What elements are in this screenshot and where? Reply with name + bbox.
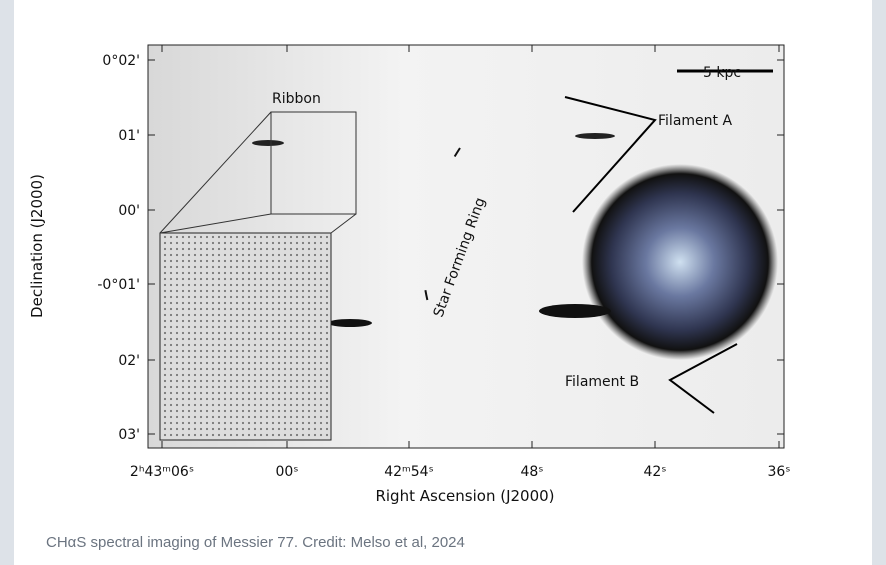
- x-tick-label: 42ˢ: [643, 464, 666, 480]
- galaxy: [582, 164, 778, 360]
- scale-label: 5 kpc: [703, 65, 741, 81]
- caption: CHαS spectral imaging of Messier 77. Cre…: [46, 534, 465, 551]
- y-tick-label: 01': [118, 128, 140, 144]
- y-tick-label: 00': [118, 203, 140, 219]
- inset-texture: [160, 233, 331, 440]
- x-tick-label: 2ʰ43ᵐ06ˢ: [130, 464, 194, 480]
- x-axis-label: Right Ascension (J2000): [375, 487, 554, 505]
- blob: [328, 319, 372, 327]
- y-tick-label: -0°01': [97, 277, 140, 293]
- filament-a-label: Filament A: [658, 113, 732, 129]
- blob: [539, 304, 611, 318]
- ribbon-label: Ribbon: [272, 91, 321, 107]
- figure: 5 kpc Ribbon Filament A Filament B Star …: [0, 0, 886, 530]
- y-tick-label: 0°02': [102, 53, 140, 69]
- blob: [252, 140, 284, 146]
- x-tick-label: 48ˢ: [520, 464, 543, 480]
- y-tick-label: 02': [118, 353, 140, 369]
- x-tick-label: 42ᵐ54ˢ: [384, 464, 434, 480]
- x-tick-label: 00ˢ: [275, 464, 298, 480]
- page: 5 kpc Ribbon Filament A Filament B Star …: [0, 0, 886, 565]
- x-tick-label: 36ˢ: [767, 464, 790, 480]
- filament-b-label: Filament B: [565, 374, 639, 390]
- blob: [575, 133, 615, 139]
- y-tick-label: 03': [118, 427, 140, 443]
- y-axis-label: Declination (J2000): [28, 174, 46, 318]
